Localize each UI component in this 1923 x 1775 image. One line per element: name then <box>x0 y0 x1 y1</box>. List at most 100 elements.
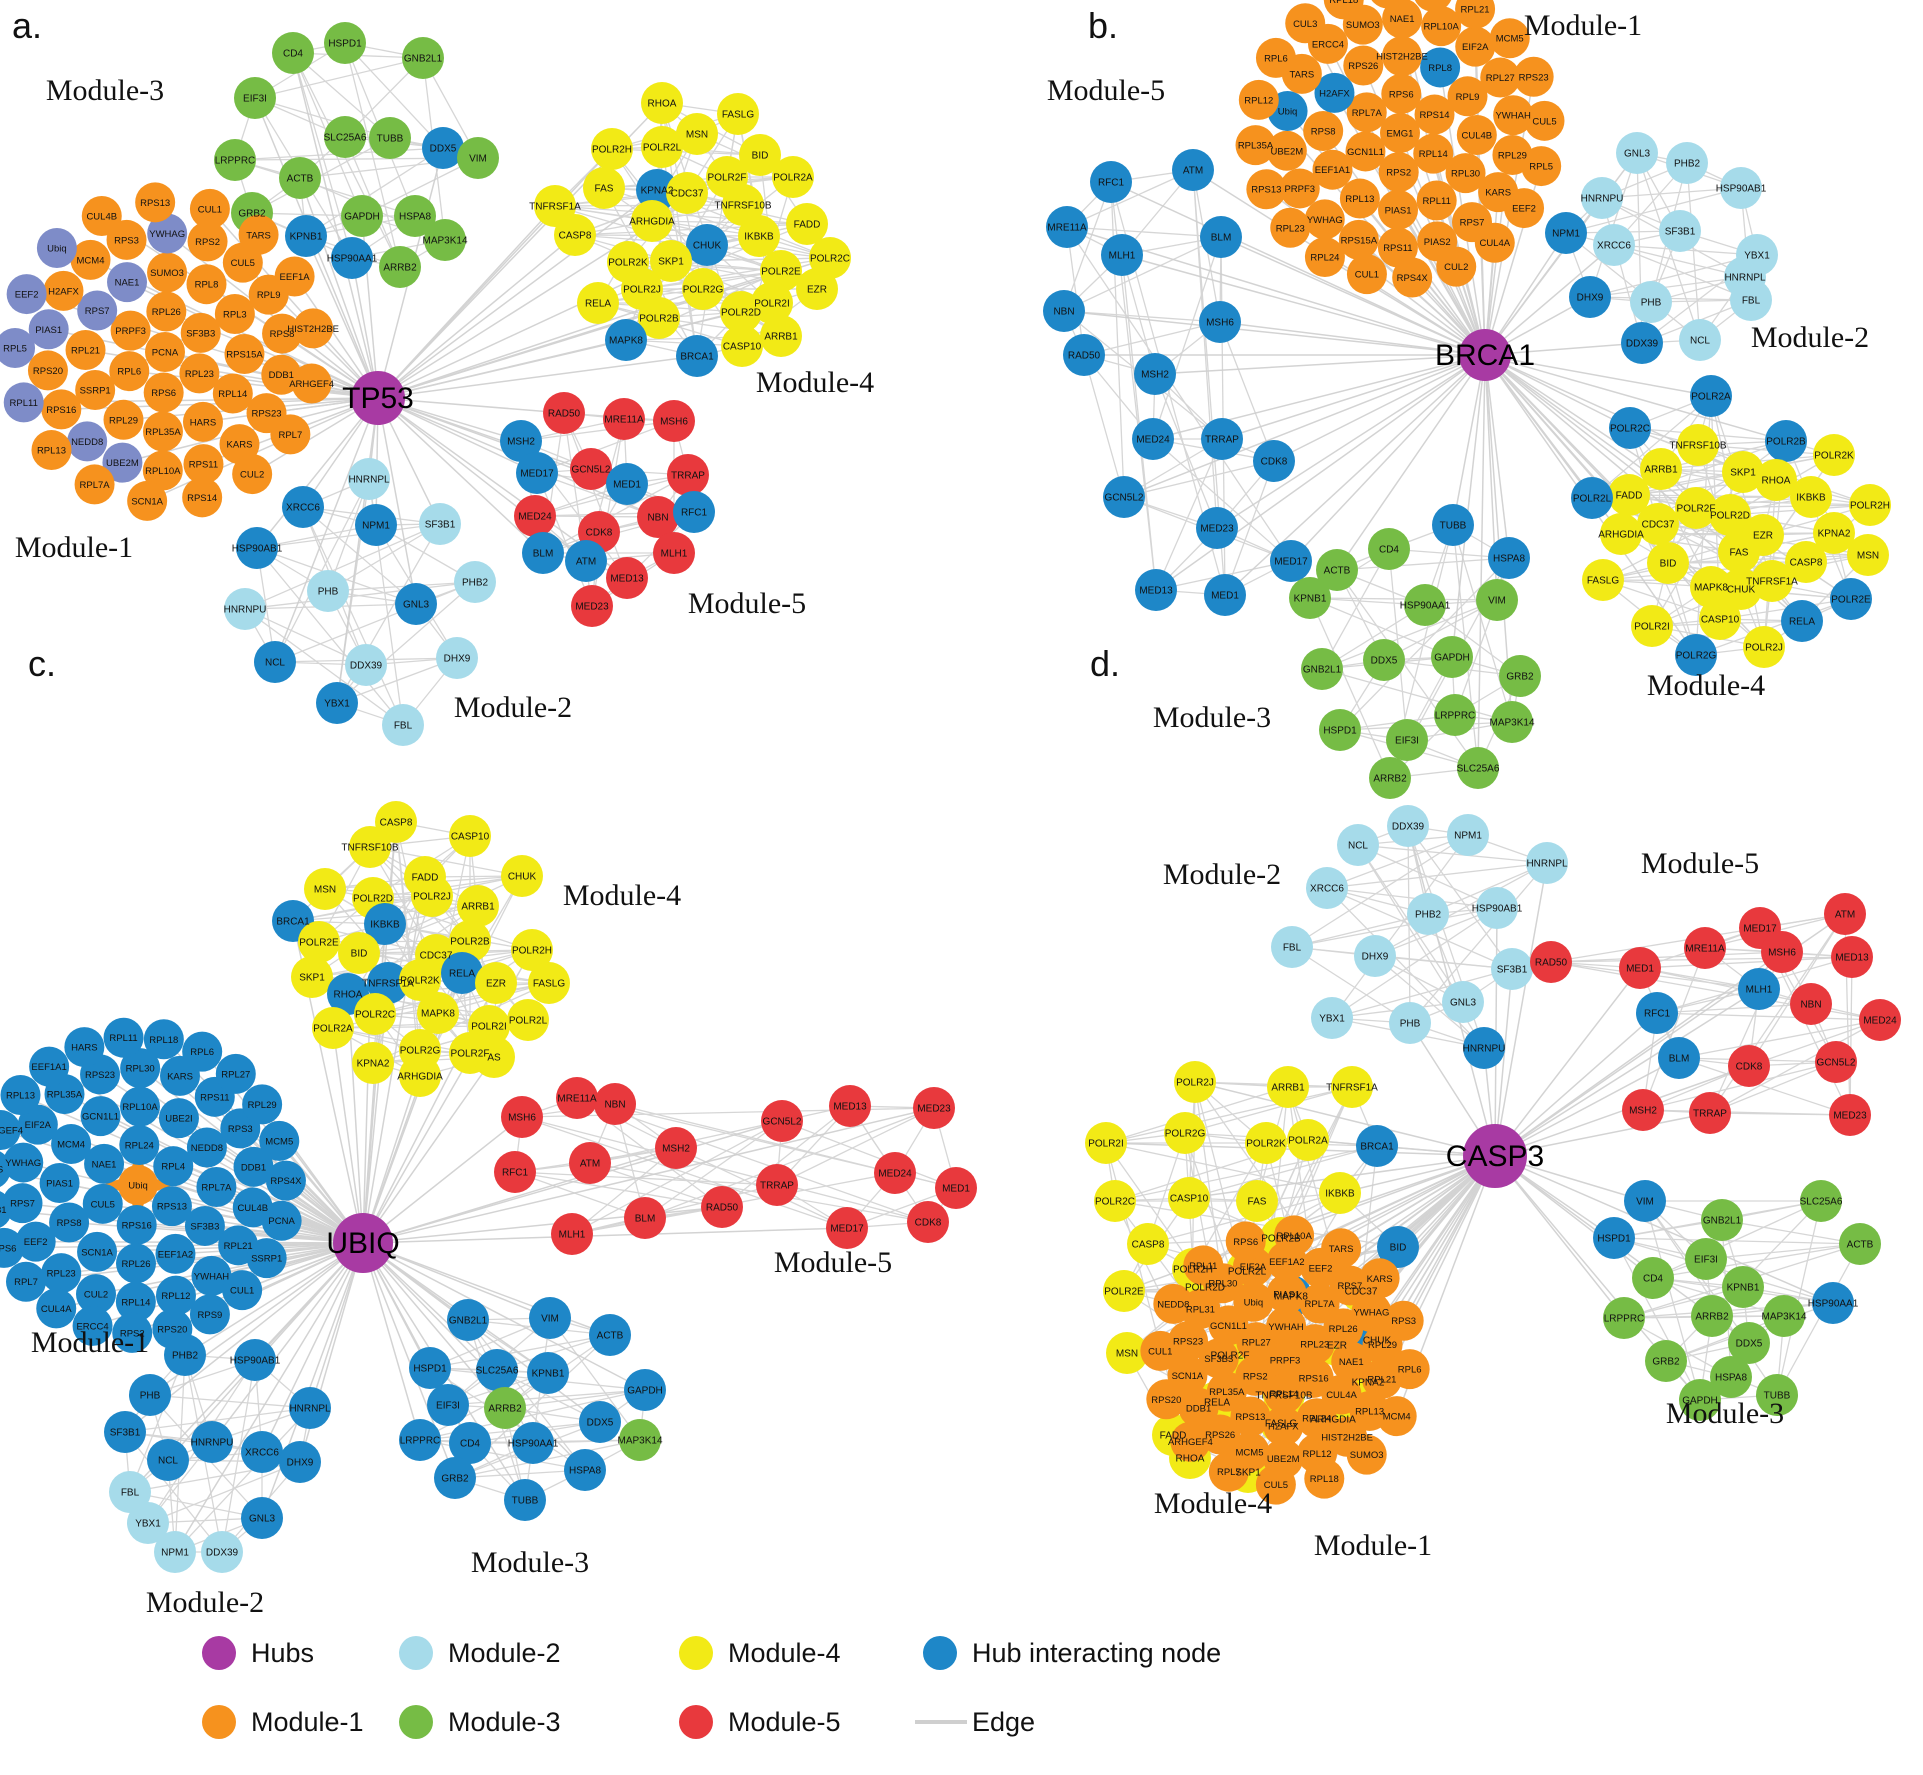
node-HNRNPL <box>348 458 390 500</box>
node-EEF2 <box>6 274 47 315</box>
edge <box>576 1097 929 1223</box>
node-RPL14 <box>1263 1373 1304 1414</box>
node-POLR2H <box>511 929 553 971</box>
edge <box>274 397 379 663</box>
nodes <box>1085 805 1901 1505</box>
node-RFC1 <box>673 491 715 533</box>
node-RPL3 <box>214 294 255 335</box>
node-RPL7A <box>1299 1283 1340 1324</box>
node-HSPD1 <box>409 1347 451 1389</box>
node-FAS <box>1236 1180 1278 1222</box>
node-CUL5 <box>82 1183 123 1224</box>
edge <box>454 1439 641 1479</box>
edge <box>362 1227 848 1244</box>
node-LRPPRC <box>399 1419 441 1461</box>
edge <box>1224 460 1275 596</box>
module-title: Module-3 <box>471 1546 589 1579</box>
node-H2AFX <box>1314 72 1355 113</box>
edge <box>521 1116 929 1223</box>
node-POLR2A <box>772 156 814 198</box>
node-RPL21 <box>65 329 106 370</box>
edge <box>644 1120 783 1219</box>
node-RPL6 <box>109 351 150 392</box>
edge <box>23 1161 364 1244</box>
module-title: Module-2 <box>1163 858 1281 891</box>
node-SKP1 <box>291 956 333 998</box>
module-title: Module-5 <box>688 587 806 620</box>
edge <box>1194 1081 1496 1157</box>
node-MED24 <box>1132 418 1174 460</box>
node-RPL7 <box>1208 1451 1249 1492</box>
node-POLR2J <box>1743 626 1785 668</box>
edge <box>244 581 476 610</box>
node-RPL35A <box>142 411 183 452</box>
edge <box>1484 354 1510 559</box>
node-DDX5 <box>579 1401 621 1443</box>
node-HSP90AB1 <box>234 1339 276 1381</box>
edge <box>1066 226 1085 356</box>
node-FADD <box>786 203 828 245</box>
node-TNFRSF10B <box>349 826 391 868</box>
edge <box>1642 1061 1837 1111</box>
node-KARS <box>1359 1258 1400 1299</box>
nodes <box>0 22 851 746</box>
edge <box>292 52 401 268</box>
edge <box>1565 187 1742 234</box>
node-BRCA1 <box>1356 1125 1398 1167</box>
node-MCM4 <box>1376 1396 1417 1437</box>
edge <box>1678 1057 1851 1116</box>
edge <box>1336 354 1486 571</box>
node-EEF1A <box>274 256 315 297</box>
edge <box>362 1242 646 1391</box>
node-EZR <box>796 268 838 310</box>
edge <box>1484 342 1643 356</box>
edge <box>1484 354 1631 429</box>
node-PCNA <box>145 332 185 372</box>
node-RPS8 <box>49 1202 90 1243</box>
legend-swatch-db <box>923 1636 957 1670</box>
edge <box>1494 951 1783 1157</box>
edge <box>1216 354 1486 529</box>
node-RPL8 <box>1420 47 1461 88</box>
edge <box>377 397 417 605</box>
node-DDX5 <box>1363 639 1405 681</box>
edge <box>1083 321 1221 356</box>
node-RPL6 <box>1389 1349 1430 1390</box>
edge <box>1452 354 1486 526</box>
node-TARS <box>1321 1228 1362 1269</box>
edge <box>374 982 550 1015</box>
edge <box>254 97 391 139</box>
node-ATM <box>1172 149 1214 191</box>
legend-label: Module-2 <box>448 1638 561 1668</box>
node-HIST2H2BE <box>293 308 334 349</box>
edge <box>362 876 426 1244</box>
edge <box>1484 197 1603 356</box>
module-title: Module-5 <box>774 1246 892 1279</box>
module-title: Module-4 <box>1154 1487 1272 1520</box>
nodes <box>1043 0 1891 799</box>
hub-node-TP53 <box>351 371 405 425</box>
edge <box>1063 310 1221 323</box>
legend-swatch-p <box>202 1636 236 1670</box>
node-DDB1 <box>261 354 302 395</box>
edge <box>1477 354 1486 769</box>
panel-letter: d. <box>1090 643 1120 684</box>
node-RPL10A <box>120 1086 161 1127</box>
edge <box>1155 354 1486 591</box>
edge <box>1427 862 1548 915</box>
node-MED24 <box>1859 999 1901 1041</box>
node-ARRB1 <box>760 315 802 357</box>
module-title: Module-1 <box>15 531 133 564</box>
edge <box>1309 597 1498 601</box>
node-SLC25A6 <box>324 116 366 158</box>
node-SF3B1 <box>104 1411 146 1453</box>
node-HNRNPL <box>289 1387 331 1429</box>
node-CDK8 <box>1728 1045 1770 1087</box>
node-CD4 <box>1632 1257 1674 1299</box>
node-RPS4X <box>1392 257 1433 298</box>
edge <box>520 420 675 442</box>
node-RPL18 <box>143 1019 184 1060</box>
node-XRCC6 <box>282 486 324 528</box>
edge <box>377 189 658 399</box>
edge <box>1219 321 1486 356</box>
